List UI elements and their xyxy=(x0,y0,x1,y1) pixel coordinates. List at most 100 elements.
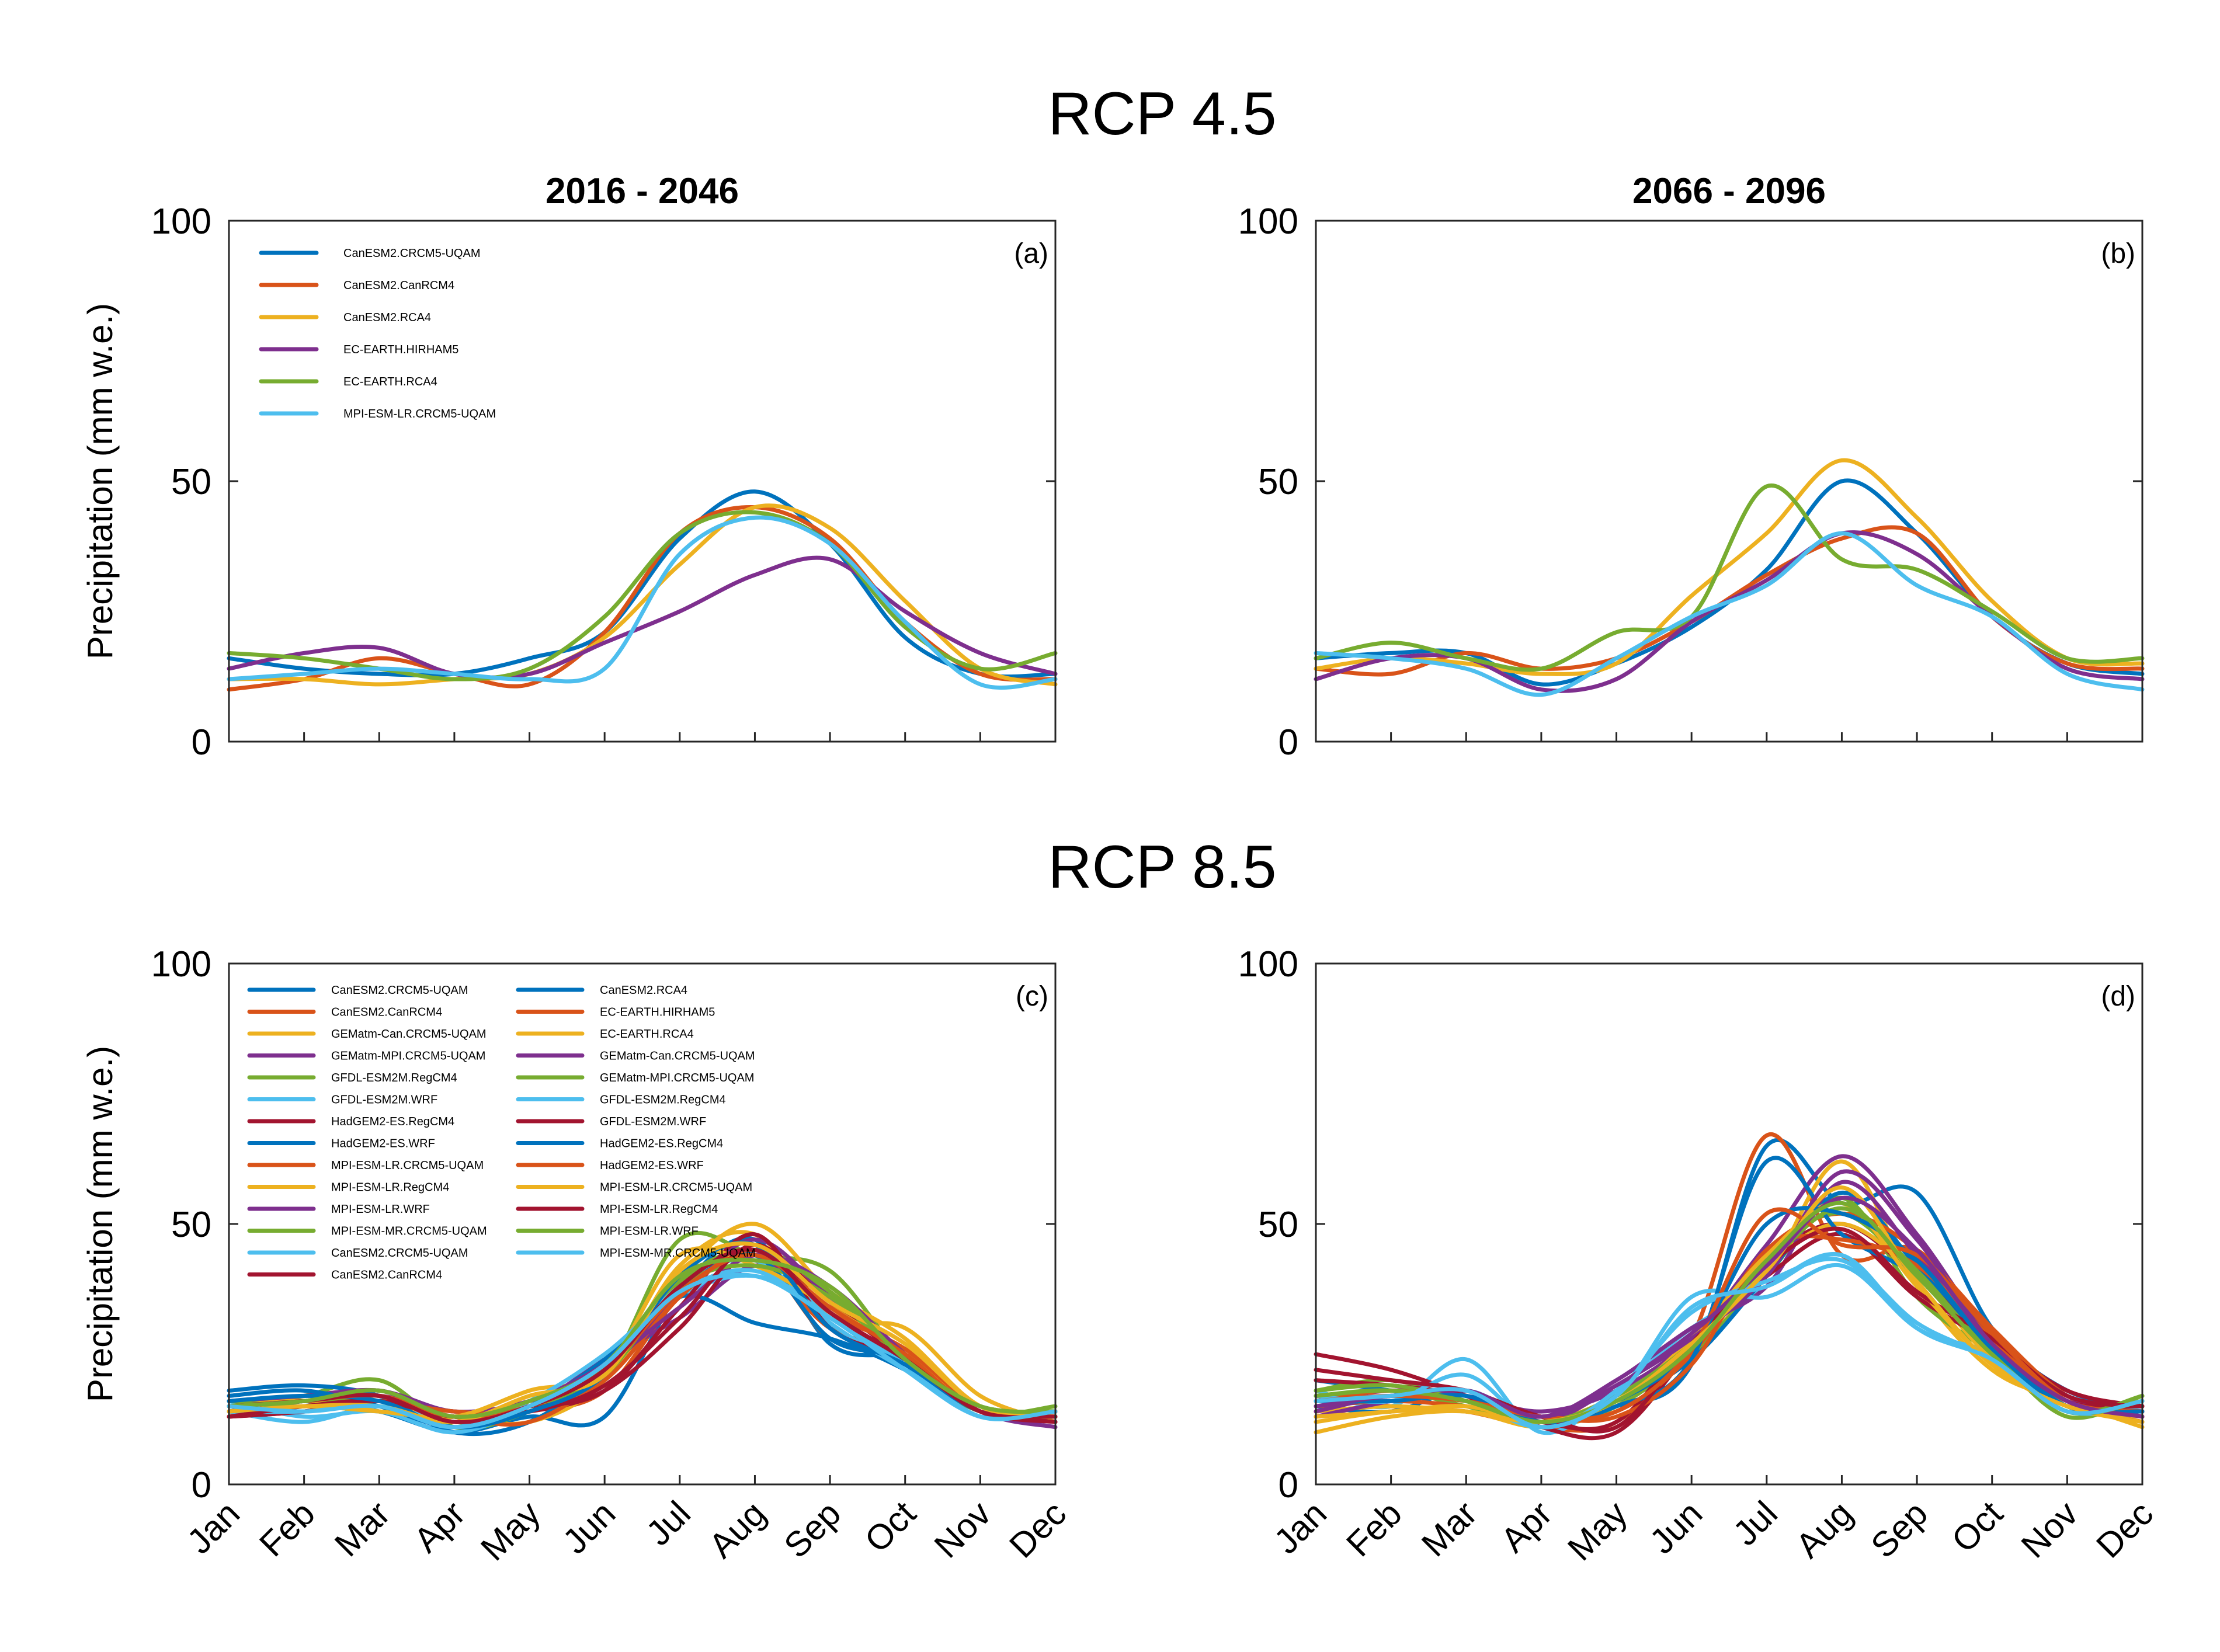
legend-entry-c-7: HadGEM2-ES.RegCM4 xyxy=(331,1115,454,1128)
legend-entry-c-6: GFDL-ESM2M.WRF xyxy=(331,1094,437,1107)
series-line-a-4 xyxy=(227,555,1058,680)
xtick-label-d-may: May xyxy=(1560,1494,1635,1568)
series-line-a-2 xyxy=(227,505,1058,692)
panel-c: 0 50 100 Jan Feb Mar Apr May Jun Jul Aug Sep Oct Nov D… xyxy=(81,944,1073,1568)
panel-a: 0 50 100 2016 - 2046 Precipitation (mm w.e.)… xyxy=(81,171,1058,763)
xtick-label-c-dec: Dec xyxy=(1002,1494,1073,1566)
series-line-b-4 xyxy=(1314,530,2145,693)
row-title-rcp85: RCP 8.5 xyxy=(1048,833,1276,901)
panel-d: 0 50 100 Jan Feb Mar Apr May Jun Jul Aug Sep Oct Nov D… xyxy=(1238,944,2161,1568)
legend-entry-c-13: CanESM2.CRCM5-UQAM xyxy=(331,1247,468,1260)
series-group-d xyxy=(1314,1132,2145,1441)
legend-entry-a-4: EC-EARTH.HIRHAM5 xyxy=(343,343,458,356)
series-line-d-24 xyxy=(1314,1185,2145,1424)
xtick-label-d-nov: Nov xyxy=(2014,1494,2086,1566)
xtick-label-c-jul: Jul xyxy=(638,1494,698,1553)
ytick-label-a-50: 50 xyxy=(171,462,211,502)
xtick-label-d-apr: Apr xyxy=(1493,1494,1559,1560)
ytick-label-a-100: 100 xyxy=(151,201,211,242)
ytick-label-d-100: 100 xyxy=(1238,944,1298,985)
xtick-label-c-sep: Sep xyxy=(776,1494,848,1566)
xtick-label-c-aug: Aug xyxy=(701,1494,773,1566)
ytick-label-d-0: 0 xyxy=(1279,1465,1298,1505)
legend-a: CanESM2.CRCM5-UQAM CanESM2.CanRCM4 CanESM2… xyxy=(259,247,496,420)
series-line-b-3 xyxy=(1314,458,2145,676)
legend-entry-c-25: MPI-ESM-LR.RegCM4 xyxy=(600,1203,718,1216)
series-group-b xyxy=(1314,458,2145,697)
series-line-b-6 xyxy=(1314,531,2145,697)
legend-entry-a-6: MPI-ESM-LR.CRCM5-UQAM xyxy=(343,408,496,420)
legend-entry-c-4: GEMatm-MPI.CRCM5-UQAM xyxy=(331,1050,485,1063)
xtick-label-d-sep: Sep xyxy=(1863,1494,1935,1566)
legend-entry-c-11: MPI-ESM-LR.WRF xyxy=(331,1203,430,1216)
legend-entry-c-24: MPI-ESM-LR.CRCM5-UQAM xyxy=(600,1181,752,1194)
xtick-label-d-jun: Jun xyxy=(1642,1494,1710,1561)
legend-entry-c-27: MPI-ESM-MR.CRCM5-UQAM xyxy=(600,1247,756,1260)
legend-entry-c-12: MPI-ESM-MR.CRCM5-UQAM xyxy=(331,1225,487,1238)
panel-label-d: (d) xyxy=(2101,981,2135,1012)
panel-title-a: 2016 - 2046 xyxy=(546,171,739,211)
series-line-b-5 xyxy=(1314,483,2145,672)
series-group-c xyxy=(227,1222,1058,1437)
panel-label-b: (b) xyxy=(2101,238,2135,269)
series-group-a xyxy=(227,489,1058,692)
xtick-label-c-jun: Jun xyxy=(555,1494,623,1561)
legend-entry-c-14: CanESM2.CanRCM4 xyxy=(331,1269,442,1282)
row-title-rcp45: RCP 4.5 xyxy=(1048,80,1276,148)
legend-entry-c-1: CanESM2.CRCM5-UQAM xyxy=(331,984,468,997)
xtick-label-c-feb: Feb xyxy=(252,1494,322,1564)
series-line-d-22 xyxy=(1314,1206,2145,1424)
xtick-label-d-mar: Mar xyxy=(1414,1494,1484,1564)
series-line-a-1 xyxy=(227,489,1058,679)
xtick-label-d-dec: Dec xyxy=(2089,1494,2160,1566)
series-line-c-26 xyxy=(227,1257,1058,1419)
legend-entry-c-22: HadGEM2-ES.RegCM4 xyxy=(600,1138,723,1150)
y-axis-label-a: Precipitation (mm w.e.) xyxy=(81,303,120,659)
panel-label-c: (c) xyxy=(1016,981,1048,1012)
y-axis-label-c: Precipitation (mm w.e.) xyxy=(81,1046,120,1402)
legend-entry-c-15: CanESM2.RCA4 xyxy=(600,984,687,997)
legend-entry-a-5: EC-EARTH.RCA4 xyxy=(343,375,437,388)
ytick-label-d-50: 50 xyxy=(1258,1205,1298,1245)
ytick-label-c-100: 100 xyxy=(151,944,211,985)
xtick-label-c-apr: Apr xyxy=(407,1494,473,1560)
legend-entry-c-23: HadGEM2-ES.WRF xyxy=(600,1159,704,1172)
xtick-label-d-feb: Feb xyxy=(1339,1494,1409,1564)
ytick-label-a-0: 0 xyxy=(192,722,211,763)
legend-entry-c-9: MPI-ESM-LR.CRCM5-UQAM xyxy=(331,1159,484,1172)
ytick-label-c-0: 0 xyxy=(192,1465,211,1505)
legend-entry-c-5: GFDL-ESM2M.RegCM4 xyxy=(331,1072,457,1084)
legend-entry-c-8: HadGEM2-ES.WRF xyxy=(331,1138,435,1150)
xtick-label-c-jan: Jan xyxy=(179,1494,247,1561)
xtick-label-d-aug: Aug xyxy=(1788,1494,1860,1566)
ytick-label-b-0: 0 xyxy=(1279,722,1298,763)
legend-entry-c-10: MPI-ESM-LR.RegCM4 xyxy=(331,1181,449,1194)
ytick-label-b-100: 100 xyxy=(1238,201,1298,242)
legend-c: CanESM2.CRCM5-UQAM CanESM2.CanRCM4 GEMatm-… xyxy=(247,984,756,1282)
legend-entry-a-2: CanESM2.CanRCM4 xyxy=(343,279,454,292)
xtick-label-c-may: May xyxy=(473,1494,548,1568)
xtick-label-d-jan: Jan xyxy=(1266,1494,1334,1561)
xtick-label-c-nov: Nov xyxy=(927,1494,999,1566)
series-line-d-26 xyxy=(1314,1201,2145,1424)
legend-entry-a-3: CanESM2.RCA4 xyxy=(343,311,431,324)
legend-entry-a-1: CanESM2.CRCM5-UQAM xyxy=(343,247,480,260)
panel-title-b: 2066 - 2096 xyxy=(1632,171,1826,211)
xtick-label-d-jul: Jul xyxy=(1725,1494,1785,1553)
panel-label-a: (a) xyxy=(1014,238,1048,269)
legend-entry-c-3: GEMatm-Can.CRCM5-UQAM xyxy=(331,1028,487,1041)
ytick-label-b-50: 50 xyxy=(1258,462,1298,502)
ytick-label-c-50: 50 xyxy=(171,1205,211,1245)
series-line-d-27 xyxy=(1314,1252,2145,1430)
legend-entry-c-18: GEMatm-Can.CRCM5-UQAM xyxy=(600,1050,755,1063)
panels-container: 0 50 100 2016 - 2046 Precipitation (mm w.e.)… xyxy=(81,171,2160,1568)
panel-b: 0 50 100 2066 - 2096 (b) xyxy=(1238,171,2145,763)
series-line-a-6 xyxy=(227,515,1058,690)
legend-entry-c-19: GEMatm-MPI.CRCM5-UQAM xyxy=(600,1072,754,1084)
legend-entry-c-21: GFDL-ESM2M.WRF xyxy=(600,1115,706,1128)
legend-entry-c-16: EC-EARTH.HIRHAM5 xyxy=(600,1006,715,1019)
legend-entry-c-17: EC-EARTH.RCA4 xyxy=(600,1028,694,1041)
legend-entry-c-20: GFDL-ESM2M.RegCM4 xyxy=(600,1094,726,1107)
xtick-label-c-oct: Oct xyxy=(857,1494,924,1560)
